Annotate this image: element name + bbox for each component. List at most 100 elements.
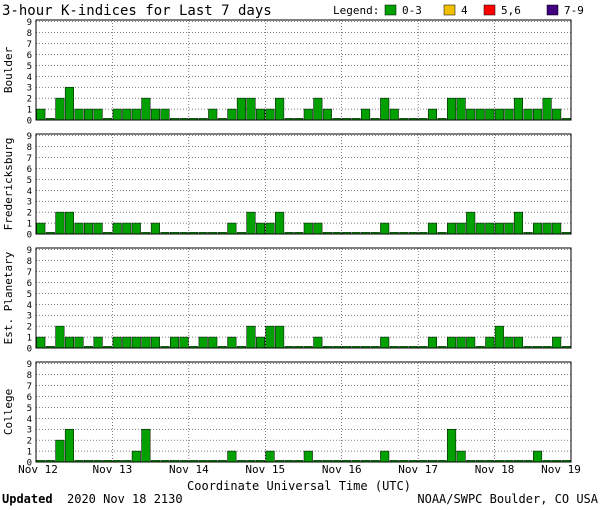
bar-4 — [74, 108, 84, 121]
bar-44 — [456, 97, 466, 121]
bar-6 — [93, 108, 103, 121]
updated-timestamp: 2020 Nov 18 2130 — [67, 492, 183, 506]
bar-18 — [208, 108, 218, 121]
legend-text-0: 0-3 — [402, 4, 422, 17]
bar-28 — [303, 222, 313, 235]
bar-3 — [64, 428, 74, 463]
bar-10 — [131, 450, 141, 463]
ytick-label-1: 1 — [27, 106, 32, 116]
bar-20 — [227, 450, 237, 463]
bar-36 — [380, 222, 390, 235]
bar-53 — [542, 222, 552, 235]
bar-15 — [179, 336, 189, 349]
bar-45 — [466, 108, 476, 121]
bar-25 — [275, 325, 285, 349]
bar-8 — [112, 336, 122, 349]
bar-28 — [303, 108, 313, 121]
y-axis-title: Fredericksburg — [2, 138, 15, 231]
bar-8 — [112, 222, 122, 235]
bar-28 — [303, 450, 313, 463]
bar-49 — [504, 108, 514, 121]
ytick-label-3: 3 — [27, 84, 32, 94]
bar-29 — [313, 336, 323, 349]
bar-50 — [513, 97, 523, 121]
bar-3 — [64, 336, 74, 349]
bar-36 — [380, 450, 390, 463]
bar-52 — [533, 222, 543, 235]
xtick-label-1: Nov 13 — [93, 463, 133, 476]
credit-text: NOAA/SWPC Boulder, CO USA — [417, 492, 598, 506]
bar-13 — [160, 108, 170, 121]
bar-41 — [427, 336, 438, 349]
ytick-label-6: 6 — [27, 165, 32, 175]
ytick-label-8: 8 — [27, 371, 32, 381]
x-axis-labels: Nov 12 Nov 13 Nov 14 Nov 15 Nov 16 Nov 17 Nov … — [18, 463, 581, 476]
bar-46 — [475, 108, 485, 121]
bar-24 — [265, 222, 275, 235]
bar-44 — [456, 336, 466, 349]
bar-12 — [150, 108, 160, 121]
bar-50 — [513, 211, 523, 235]
bar-43 — [447, 428, 457, 463]
bar-29 — [313, 97, 323, 121]
bar-22 — [246, 211, 256, 235]
legend-swatch-1 — [443, 4, 456, 16]
panel-frame — [35, 361, 572, 463]
legend: Legend: 0-3 4 5,6 7-9 — [333, 4, 584, 17]
bar-48 — [494, 108, 504, 121]
bar-21 — [236, 97, 246, 121]
bar-47 — [485, 108, 495, 121]
legend-text-1: 4 — [461, 4, 468, 17]
bar-54 — [552, 222, 562, 235]
panel-frame — [35, 133, 572, 235]
bar-0 — [36, 222, 46, 235]
bar-45 — [466, 211, 476, 235]
xtick-label-7: Nov 19 — [541, 463, 581, 476]
ytick-label-9: 9 — [27, 246, 32, 256]
panel-frame — [35, 19, 572, 121]
bar-17 — [198, 336, 208, 349]
ytick-label-9: 9 — [27, 360, 32, 370]
bar-18 — [208, 336, 218, 349]
ytick-label-7: 7 — [27, 268, 32, 278]
bar-54 — [552, 108, 562, 121]
bar-29 — [313, 222, 323, 235]
bar-23 — [255, 222, 266, 235]
bar-49 — [504, 222, 514, 235]
ytick-label-5: 5 — [27, 176, 32, 186]
bar-37 — [389, 108, 399, 121]
bar-11 — [141, 97, 151, 121]
ytick-label-7: 7 — [27, 40, 32, 50]
ytick-label-1: 1 — [27, 334, 32, 344]
bar-41 — [427, 222, 438, 235]
ytick-label-6: 6 — [27, 393, 32, 403]
legend-text-3: 7-9 — [564, 4, 584, 17]
bar-25 — [275, 211, 285, 235]
xtick-label-2: Nov 14 — [169, 463, 209, 476]
chart-panels: 0123456789Boulder0123456789Fredericksbur… — [2, 18, 572, 469]
bar-51 — [523, 108, 533, 121]
ytick-label-0: 0 — [27, 459, 32, 469]
ytick-label-0: 0 — [27, 345, 32, 355]
bar-47 — [485, 336, 495, 349]
bar-5 — [84, 108, 94, 121]
bar-52 — [533, 108, 543, 121]
bar-24 — [265, 108, 275, 121]
ytick-label-2: 2 — [27, 323, 32, 333]
bar-8 — [112, 108, 122, 121]
bar-23 — [255, 108, 266, 121]
bar-20 — [227, 108, 237, 121]
bar-0 — [36, 336, 46, 349]
bar-22 — [246, 97, 256, 121]
xtick-label-5: Nov 17 — [398, 463, 438, 476]
bar-50 — [513, 336, 523, 349]
bar-12 — [150, 222, 160, 235]
xtick-label-4: Nov 16 — [322, 463, 362, 476]
ytick-label-4: 4 — [27, 73, 32, 83]
x-axis-title: Coordinate Universal Time (UTC) — [187, 479, 411, 493]
